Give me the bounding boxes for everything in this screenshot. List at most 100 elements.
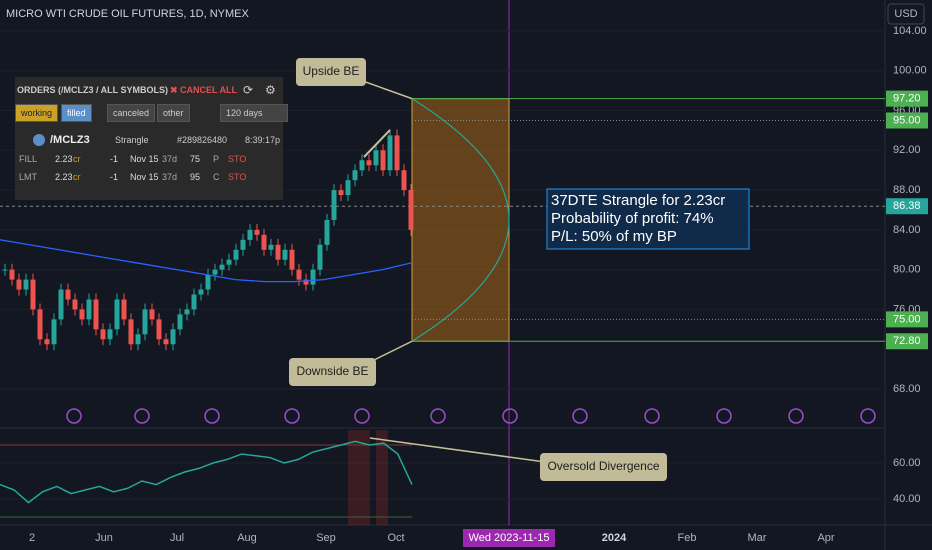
x-tick-label: 2 — [29, 532, 35, 544]
candle — [317, 244, 323, 270]
range-select[interactable]: 120 days — [220, 104, 288, 122]
order-cell: FILL — [19, 154, 38, 164]
callout-line — [369, 340, 413, 363]
refresh-icon[interactable]: ⟳ — [243, 83, 254, 97]
candle — [23, 279, 29, 290]
candle — [86, 299, 92, 320]
order-id: #289826480 — [177, 135, 228, 145]
candle — [198, 289, 204, 295]
chart-title: MICRO WTI CRUDE OIL FUTURES, 1D, NYMEX — [6, 8, 249, 20]
candle — [254, 229, 260, 235]
candle — [156, 319, 162, 340]
order-cell: STO — [228, 154, 247, 164]
x-tick-label: Apr — [817, 532, 834, 544]
y-tick-label: 40.00 — [893, 493, 921, 505]
order-cell: LMT — [19, 172, 37, 182]
price-marker — [886, 90, 928, 107]
candle — [226, 259, 232, 265]
candle — [394, 135, 400, 171]
order-strategy: Strangle — [115, 135, 149, 145]
order-cell: cr — [73, 172, 81, 182]
tab[interactable]: canceled — [107, 104, 156, 122]
x-tick-label: Sep — [316, 532, 336, 544]
order-cell: 37d — [162, 154, 178, 164]
x-tick-label: Feb — [678, 532, 697, 544]
y-tick-label: 68.00 — [893, 383, 921, 395]
moving-average — [0, 239, 413, 283]
candle — [366, 160, 372, 166]
event-icon — [66, 408, 82, 424]
candle — [352, 170, 358, 181]
settings-icon[interactable]: ⚙ — [265, 83, 276, 97]
order-cell: cr — [73, 154, 81, 164]
price-marker-label: 86.38 — [893, 200, 921, 212]
candle — [212, 269, 218, 275]
y-tick-label: 84.00 — [893, 224, 921, 236]
order-cell: C — [213, 172, 220, 182]
order-cell: 95 — [190, 172, 201, 182]
candle — [380, 150, 386, 171]
candle — [387, 135, 393, 171]
x-tick-label: Mar — [748, 532, 767, 544]
x-tick-label: Jun — [95, 532, 113, 544]
divergence-trend — [363, 129, 391, 158]
price-marker-label: 95.00 — [893, 114, 921, 126]
event-icon — [716, 408, 732, 424]
candle — [324, 219, 330, 245]
candle — [135, 334, 141, 345]
candle — [408, 190, 414, 230]
candle — [44, 339, 50, 345]
y-tick-label: 100.00 — [893, 65, 927, 77]
candle — [58, 289, 64, 320]
candle — [345, 180, 351, 196]
candle — [142, 309, 148, 335]
tab[interactable]: other — [157, 104, 190, 122]
order-cell: 37d — [162, 172, 178, 182]
candle — [219, 264, 225, 270]
y-tick-label: 88.00 — [893, 184, 921, 196]
tab[interactable]: filled — [61, 104, 92, 122]
cursor-date-box — [463, 529, 555, 547]
currency[interactable]: USD — [894, 8, 917, 20]
order-cell: Nov 15 — [130, 154, 159, 164]
candle — [100, 329, 106, 340]
order-cell: 2.23 — [55, 172, 73, 182]
info-box — [546, 188, 750, 250]
candle — [184, 309, 190, 315]
order-time: 8:39:17p — [245, 135, 281, 145]
indicator-line — [0, 440, 413, 504]
currency-button[interactable] — [887, 3, 925, 25]
callout-box — [289, 358, 376, 386]
candle — [268, 244, 274, 250]
x-tick-label: 2024 — [602, 532, 627, 544]
profit-zone — [411, 98, 510, 342]
event-icon — [644, 408, 660, 424]
cancel-all[interactable]: ✖ CANCEL ALL — [170, 85, 238, 95]
y-tick-label: 104.00 — [893, 25, 927, 37]
candle — [275, 244, 281, 260]
highlight — [376, 430, 388, 525]
order-cell: 2.23 — [55, 154, 73, 164]
candle — [338, 190, 344, 196]
price-marker-label: 72.80 — [893, 335, 921, 347]
candle — [107, 329, 113, 340]
price-marker — [886, 198, 928, 215]
price-marker-label: 97.20 — [893, 93, 921, 105]
tab[interactable]: working — [15, 104, 59, 122]
candle — [93, 299, 99, 330]
candle — [289, 249, 295, 270]
order-cell: -1 — [110, 154, 119, 164]
order-symbol: /MCLZ3 — [50, 134, 90, 146]
orders-panel: ORDERS (/MCLZ3 / ALL SYMBOLS) ✖ CANCEL A… — [15, 77, 288, 200]
event-icon — [430, 408, 446, 424]
candle — [79, 309, 85, 320]
candle — [191, 294, 197, 310]
price-marker — [886, 112, 928, 129]
candle — [331, 190, 337, 220]
order-cell: Nov 15 — [130, 172, 159, 182]
candle — [72, 299, 78, 310]
candle — [149, 309, 155, 320]
event-icon — [788, 408, 804, 424]
